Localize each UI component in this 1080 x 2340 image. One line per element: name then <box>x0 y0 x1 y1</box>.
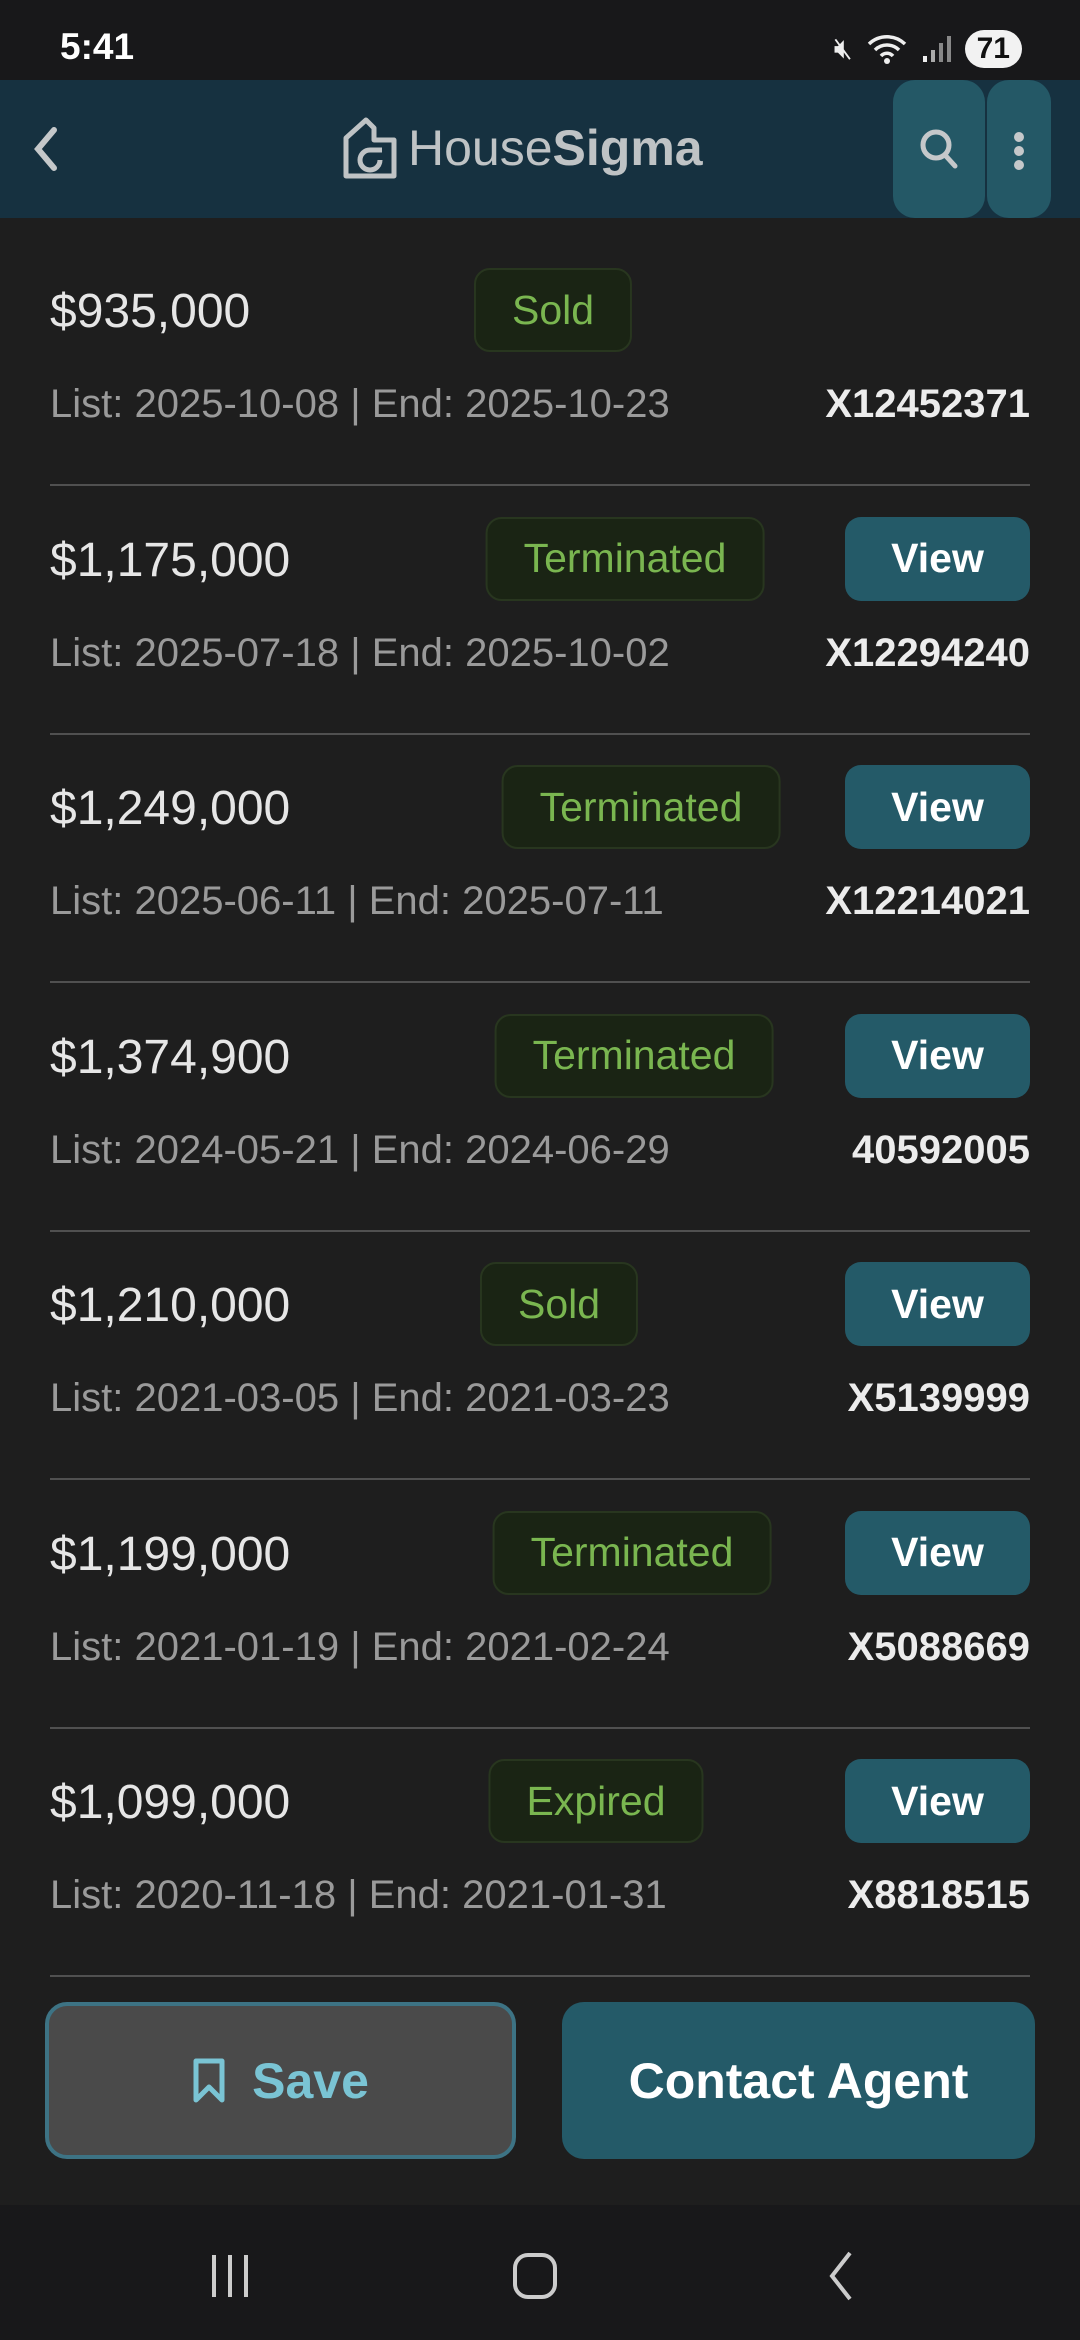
status-badge: Expired <box>488 1759 704 1843</box>
back-icon[interactable] <box>18 116 78 182</box>
listing-price: $1,175,000 <box>50 533 291 587</box>
view-button[interactable]: View <box>845 516 1030 601</box>
listing-dates: List: 2021-01-19 | End: 2021-02-24 <box>50 1624 670 1669</box>
mls-number: X12294240 <box>825 630 1030 675</box>
mls-number: X12452371 <box>825 382 1030 426</box>
status-badge: Terminated <box>494 1013 774 1098</box>
search-icon <box>920 129 958 169</box>
view-button[interactable]: View <box>845 1759 1030 1843</box>
clock: 5:41 <box>60 26 135 67</box>
listing-dates: List: 2025-07-18 | End: 2025-10-02 <box>50 630 670 675</box>
housesigma-logo: HouseSigma <box>342 116 703 180</box>
search-button[interactable] <box>893 80 985 218</box>
listing-dates: List: 2025-06-11 | End: 2025-07-11 <box>50 879 664 923</box>
listing-dates: List: 2025-10-08 | End: 2025-10-23 <box>50 382 670 426</box>
history-row: $1,249,000 Terminated View List: 2025-06… <box>50 715 1030 983</box>
system-back-icon[interactable] <box>810 2245 870 2305</box>
listing-price: $1,099,000 <box>50 1776 291 1829</box>
view-button[interactable]: View <box>845 1013 1030 1098</box>
history-row: $1,199,000 Terminated View List: 2021-01… <box>50 1461 1030 1729</box>
wifi-icon <box>867 35 906 64</box>
divider <box>50 981 1030 983</box>
divider <box>50 1726 1030 1729</box>
view-button[interactable]: View <box>845 765 1030 849</box>
history-row: $1,210,000 Sold View List: 2021-03-05 | … <box>50 1212 1030 1480</box>
listing-dates: List: 2024-05-21 | End: 2024-06-29 <box>50 1127 670 1172</box>
status-badge: Sold <box>479 1262 639 1346</box>
home-icon[interactable] <box>505 2245 565 2305</box>
listing-price: $1,199,000 <box>50 1527 291 1581</box>
save-button[interactable]: Save <box>45 2002 516 2159</box>
history-row: $1,374,900 Terminated View List: 2024-05… <box>50 964 1030 1232</box>
history-row: $935,000 Sold List: 2025-10-08 | End: 20… <box>50 218 1030 486</box>
mls-number: X5139999 <box>847 1376 1030 1420</box>
divider <box>50 1229 1030 1232</box>
status-badge: Terminated <box>501 765 781 849</box>
mls-number: X8818515 <box>847 1873 1030 1917</box>
status-bar: 5:41 🔇︎ 71 <box>0 0 1080 80</box>
app-header: HouseSigma <box>0 80 1080 218</box>
mute-icon: 🔇︎ <box>833 32 853 65</box>
history-row: $1,099,000 Expired View List: 2020-11-18… <box>50 1709 1030 1977</box>
listing-price: $1,249,000 <box>50 782 291 835</box>
divider <box>50 732 1030 735</box>
mls-number: X5088669 <box>847 1624 1030 1669</box>
status-badge: Terminated <box>485 516 765 601</box>
contact-agent-button[interactable]: Contact Agent <box>562 2002 1035 2159</box>
mls-number: 40592005 <box>852 1127 1030 1172</box>
more-vertical-icon <box>1014 132 1024 170</box>
mls-number: X12214021 <box>825 879 1030 923</box>
view-button[interactable]: View <box>845 1510 1030 1595</box>
divider <box>50 1975 1030 1977</box>
more-options-button[interactable] <box>987 80 1051 218</box>
listing-dates: List: 2021-03-05 | End: 2021-03-23 <box>50 1376 670 1420</box>
listing-dates: List: 2020-11-18 | End: 2021-01-31 <box>50 1873 667 1917</box>
status-badge: Terminated <box>492 1510 772 1595</box>
history-row: $1,175,000 Terminated View List: 2025-07… <box>50 467 1030 735</box>
view-button[interactable]: View <box>845 1262 1030 1346</box>
divider <box>50 1478 1030 1480</box>
listing-price: $935,000 <box>50 285 251 338</box>
battery-indicator: 71 <box>964 30 1022 68</box>
status-badge: Sold <box>473 268 633 352</box>
signal-icon <box>922 36 951 62</box>
listing-price: $1,210,000 <box>50 1279 291 1332</box>
house-logo-icon <box>343 117 397 179</box>
system-nav-bar <box>0 2205 1080 2340</box>
recent-apps-icon[interactable] <box>200 2245 260 2305</box>
divider <box>50 484 1030 486</box>
listing-price: $1,374,900 <box>50 1030 291 1084</box>
bookmark-icon <box>193 2058 225 2102</box>
